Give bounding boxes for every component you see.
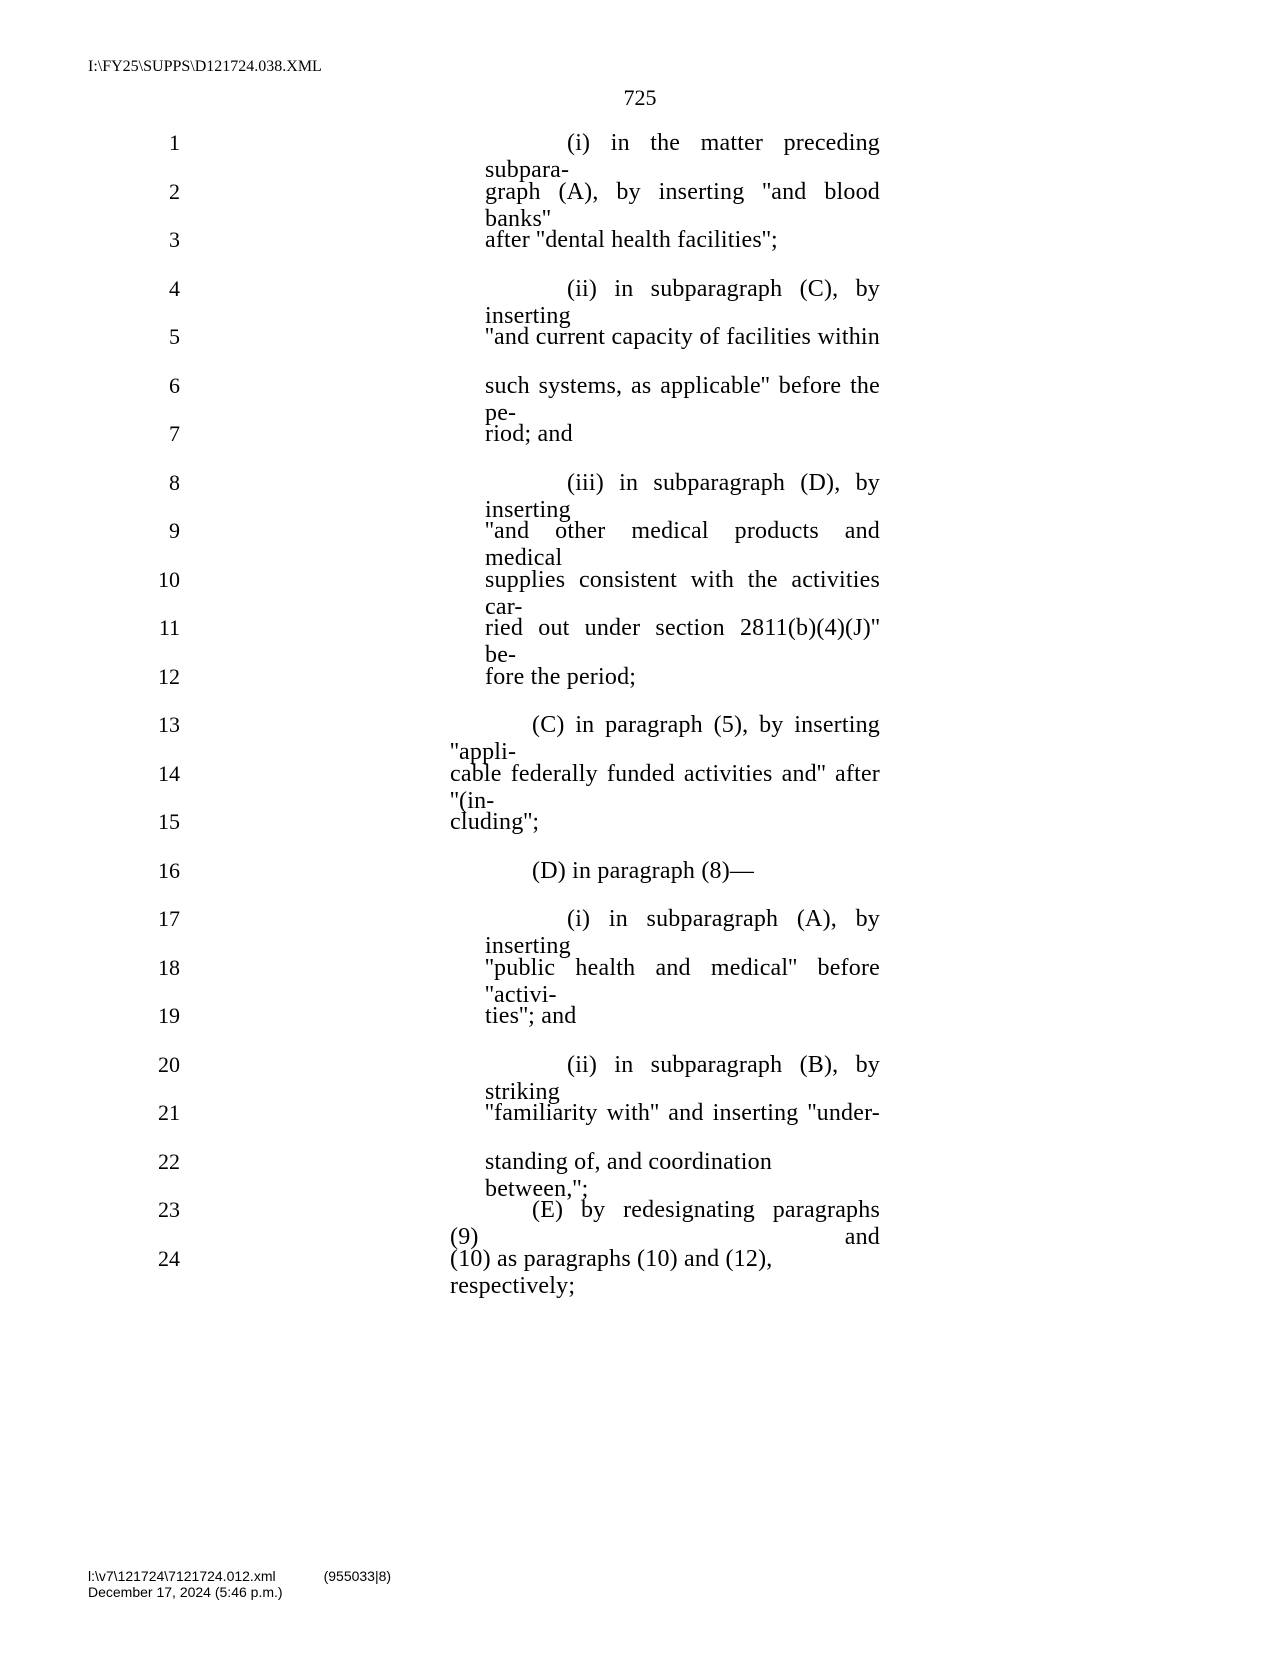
line-text: (iii) in subparagraph (D), by inserting — [180, 470, 1160, 524]
line-number: 1 — [120, 130, 180, 156]
document-line: 6such systems, as applicable'' before th… — [120, 373, 1160, 422]
header-file-path: I:\FY25\SUPPS\D121724.038.XML — [88, 58, 322, 76]
line-number: 10 — [120, 567, 180, 593]
document-line: 23(E) by redesignating paragraphs (9) an… — [120, 1197, 1160, 1246]
line-text: graph (A), by inserting ''and blood bank… — [180, 179, 1160, 233]
line-number: 14 — [120, 761, 180, 787]
line-text: riod; and — [180, 421, 1160, 448]
document-line: 7riod; and — [120, 421, 1160, 470]
line-number: 9 — [120, 518, 180, 544]
document-line: 8(iii) in subparagraph (D), by inserting — [120, 470, 1160, 519]
line-number: 24 — [120, 1246, 180, 1272]
line-text: ''and other medical products and medical — [180, 518, 1160, 572]
document-line: 13(C) in paragraph (5), by inserting ''a… — [120, 712, 1160, 761]
line-number: 20 — [120, 1052, 180, 1078]
line-number: 17 — [120, 906, 180, 932]
line-text: fore the period; — [180, 664, 1160, 691]
document-line: 11ried out under section 2811(b)(4)(J)''… — [120, 615, 1160, 664]
document-line: 5''and current capacity of facilities wi… — [120, 324, 1160, 373]
page-number: 725 — [624, 85, 657, 111]
document-line: 10supplies consistent with the activitie… — [120, 567, 1160, 616]
line-text: after ''dental health facilities''; — [180, 227, 1160, 254]
document-line: 19ties''; and — [120, 1003, 1160, 1052]
line-number: 5 — [120, 324, 180, 350]
document-line: 15cluding''; — [120, 809, 1160, 858]
line-text: (i) in subparagraph (A), by inserting — [180, 906, 1160, 960]
line-text: ried out under section 2811(b)(4)(J)'' b… — [180, 615, 1160, 669]
line-number: 15 — [120, 809, 180, 835]
document-line: 2graph (A), by inserting ''and blood ban… — [120, 179, 1160, 228]
line-number: 6 — [120, 373, 180, 399]
footer: l:\v7\121724\7121724.012.xml (955033|8) … — [88, 1568, 391, 1600]
document-line: 1(i) in the matter preceding subpara- — [120, 130, 1160, 179]
line-number: 22 — [120, 1149, 180, 1175]
footer-code: (955033|8) — [324, 1568, 391, 1584]
line-number: 13 — [120, 712, 180, 738]
line-text: (ii) in subparagraph (B), by striking — [180, 1052, 1160, 1106]
line-number: 21 — [120, 1100, 180, 1126]
document-line: 14cable federally funded activities and'… — [120, 761, 1160, 810]
document-body: 1(i) in the matter preceding subpara-2gr… — [120, 130, 1160, 1294]
line-text: (10) as paragraphs (10) and (12), respec… — [180, 1246, 1160, 1300]
document-line: 12fore the period; — [120, 664, 1160, 713]
line-text: cluding''; — [180, 809, 1160, 836]
line-text: (ii) in subparagraph (C), by inserting — [180, 276, 1160, 330]
line-number: 23 — [120, 1197, 180, 1223]
line-number: 16 — [120, 858, 180, 884]
line-text: ties''; and — [180, 1003, 1160, 1030]
line-text: (D) in paragraph (8)— — [180, 858, 1160, 885]
line-text: ''familiarity with'' and inserting ''und… — [180, 1100, 1160, 1127]
line-text: ''and current capacity of facilities wit… — [180, 324, 1160, 351]
document-line: 4(ii) in subparagraph (C), by inserting — [120, 276, 1160, 325]
line-number: 11 — [120, 615, 180, 641]
line-number: 3 — [120, 227, 180, 253]
line-text: ''public health and medical'' before ''a… — [180, 955, 1160, 1009]
line-number: 19 — [120, 1003, 180, 1029]
line-number: 18 — [120, 955, 180, 981]
line-number: 4 — [120, 276, 180, 302]
document-line: 18''public health and medical'' before '… — [120, 955, 1160, 1004]
document-line: 20(ii) in subparagraph (B), by striking — [120, 1052, 1160, 1101]
line-text: such systems, as applicable'' before the… — [180, 373, 1160, 427]
document-line: 16(D) in paragraph (8)— — [120, 858, 1160, 907]
document-line: 3after ''dental health facilities''; — [120, 227, 1160, 276]
document-line: 22standing of, and coordination between,… — [120, 1149, 1160, 1198]
document-line: 9''and other medical products and medica… — [120, 518, 1160, 567]
document-line: 17(i) in subparagraph (A), by inserting — [120, 906, 1160, 955]
document-line: 21''familiarity with'' and inserting ''u… — [120, 1100, 1160, 1149]
line-number: 7 — [120, 421, 180, 447]
line-number: 2 — [120, 179, 180, 205]
line-text: (E) by redesignating paragraphs (9) and — [180, 1197, 1160, 1251]
line-number: 8 — [120, 470, 180, 496]
footer-date: December 17, 2024 (5:46 p.m.) — [88, 1584, 391, 1600]
line-number: 12 — [120, 664, 180, 690]
line-text: cable federally funded activities and'' … — [180, 761, 1160, 815]
line-text: (C) in paragraph (5), by inserting ''app… — [180, 712, 1160, 766]
document-line: 24(10) as paragraphs (10) and (12), resp… — [120, 1246, 1160, 1295]
footer-file-path: l:\v7\121724\7121724.012.xml — [88, 1568, 276, 1584]
line-text: supplies consistent with the activities … — [180, 567, 1160, 621]
line-text: (i) in the matter preceding subpara- — [180, 130, 1160, 184]
line-text: standing of, and coordination between,''… — [180, 1149, 1160, 1203]
